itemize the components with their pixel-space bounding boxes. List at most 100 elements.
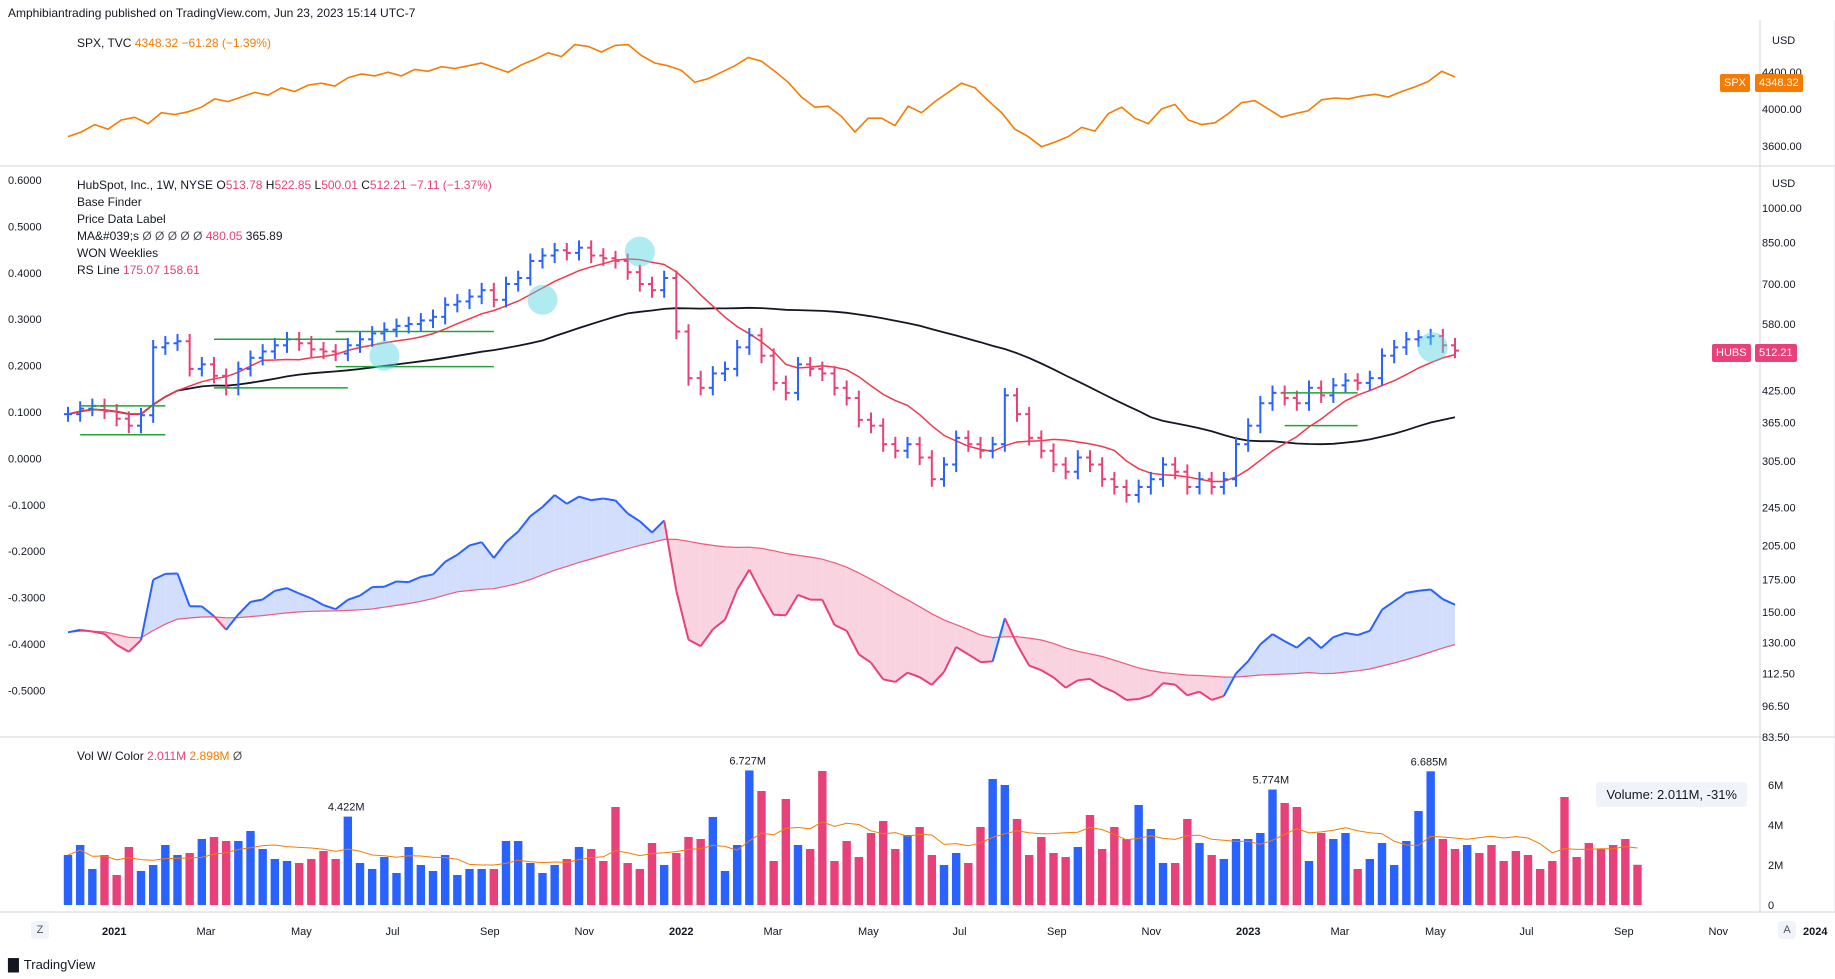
rs-line-segment — [67, 628, 81, 634]
rs-line-segment — [1211, 695, 1225, 701]
indicator-rs-line[interactable]: RS Line 175.07 158.61 — [77, 263, 200, 277]
ohlc-bar — [1110, 471, 1119, 495]
volume-bar — [477, 869, 486, 905]
rs-line-segment — [92, 630, 105, 635]
time-axis-label: Mar — [764, 926, 783, 938]
rs-fill-segment — [554, 495, 567, 571]
ohlc-bar — [794, 357, 802, 401]
indicator-won-weeklies[interactable]: WON Weeklies — [77, 246, 158, 260]
rs-fill-segment — [1430, 589, 1443, 653]
rs-fill-segment — [822, 559, 835, 625]
volume-legend-name: Vol W/ Color — [77, 749, 144, 763]
rs-line-segment — [1150, 682, 1164, 696]
rs-fill-segment — [907, 599, 920, 678]
volume-bar — [550, 865, 559, 905]
volume-bar — [161, 845, 170, 905]
ohlc-bar — [599, 248, 608, 266]
spx-price: 4348.32 — [134, 36, 179, 50]
rs-line-segment — [1430, 588, 1444, 600]
rs-line-segment — [1271, 633, 1286, 643]
ohlc-bar — [124, 411, 133, 434]
volume-bar — [951, 853, 961, 905]
rs-fill-segment — [1138, 667, 1151, 700]
rs-line-segment — [870, 662, 884, 680]
volume-bar — [1633, 864, 1642, 905]
ohlc-bar — [915, 436, 924, 466]
left-axis-tick: 0.3000 — [8, 314, 42, 326]
time-axis-label: Sep — [480, 926, 500, 938]
volume-bar — [1377, 843, 1387, 905]
rs-line-segment — [176, 573, 191, 607]
ohlc-bar — [1426, 328, 1435, 345]
rs-line-segment — [712, 618, 726, 631]
ohlc-bar — [696, 370, 705, 396]
volume-bar — [1389, 865, 1399, 905]
indicator-price-data-label[interactable]: Price Data Label — [77, 212, 166, 226]
rs-fill-segment — [591, 498, 604, 559]
rs-line-segment — [505, 530, 519, 543]
weekly-signal-marker — [369, 340, 400, 371]
volume-bar — [1438, 839, 1448, 905]
ohlc-bar — [1292, 390, 1301, 411]
ohlc-bar — [1195, 471, 1204, 495]
volume-bar — [1535, 869, 1545, 905]
volume-bar — [1608, 845, 1618, 905]
ohlc-bar — [1171, 457, 1180, 480]
ohlc-bar — [964, 430, 973, 452]
rs-line-segment — [699, 628, 714, 647]
rs-fill-segment — [1053, 643, 1066, 688]
rs-fill-segment — [871, 579, 884, 680]
volume-empty-value: Ø — [232, 749, 243, 763]
rs-line-segment — [310, 597, 324, 606]
ohlc-bar — [1268, 385, 1277, 411]
ohlc-bar — [1378, 348, 1386, 386]
rs-line-segment — [603, 497, 616, 502]
indicator-mas[interactable]: MA&#039;s Ø Ø Ø Ø Ø 480.05 365.89 — [77, 229, 283, 243]
volume-bar — [988, 779, 997, 905]
rs-fill-segment — [798, 555, 811, 600]
rs-fill-segment — [1077, 651, 1090, 681]
rs-fill-segment — [968, 629, 981, 663]
volume-bar — [964, 863, 973, 905]
spx-price-badge: 4348.32 — [1755, 74, 1803, 92]
rs-fill-segment — [506, 531, 519, 587]
ohlc-bar — [1061, 457, 1070, 480]
tradingview-logo[interactable]: ▇ TradingView — [8, 956, 95, 973]
ohlc-bar — [1159, 457, 1167, 487]
volume-bar — [720, 871, 730, 905]
volume-bar — [75, 845, 85, 905]
rs-fill-segment — [1382, 601, 1395, 667]
low-value: 500.01 — [321, 178, 358, 192]
volume-bar — [1572, 857, 1581, 905]
ohlc-bar — [538, 248, 547, 269]
volume-bar — [1231, 839, 1241, 905]
published-header: Amphibiantrading published on TradingVie… — [8, 6, 416, 20]
ohlc-bar — [185, 333, 194, 377]
rs-fill-segment — [1357, 630, 1370, 671]
indicator-base-finder[interactable]: Base Finder — [77, 195, 142, 209]
hubs-axis-tick: 175.00 — [1762, 574, 1796, 586]
volume-bar — [672, 853, 681, 905]
rs-line-segment — [858, 653, 872, 664]
auto-scale-button[interactable]: A — [1778, 921, 1796, 939]
rs-fill-segment — [1114, 660, 1127, 700]
indicator-label: Price Data Label — [77, 212, 166, 226]
rs-fill-segment — [1102, 656, 1115, 693]
volume-bar — [1329, 839, 1338, 905]
rs-fill-segment — [931, 613, 944, 685]
volume-bar — [1414, 811, 1423, 905]
rs-line-segment — [955, 646, 969, 656]
ohlc-bar — [234, 361, 243, 396]
ohlc-bar — [903, 436, 912, 459]
volume-bar — [294, 863, 304, 905]
rs-line-segment — [882, 678, 896, 683]
rs-line-segment — [1138, 694, 1152, 701]
ohlc-bar — [769, 348, 778, 391]
spx-axis-tick: 4000.00 — [1762, 104, 1802, 116]
ohlc-bar — [648, 276, 656, 298]
rs-fill-segment — [1126, 664, 1139, 700]
hubs-axis-tick: 425.00 — [1762, 385, 1796, 397]
zoom-reset-button[interactable]: Z — [31, 921, 49, 939]
rs-fill-segment — [153, 573, 166, 631]
